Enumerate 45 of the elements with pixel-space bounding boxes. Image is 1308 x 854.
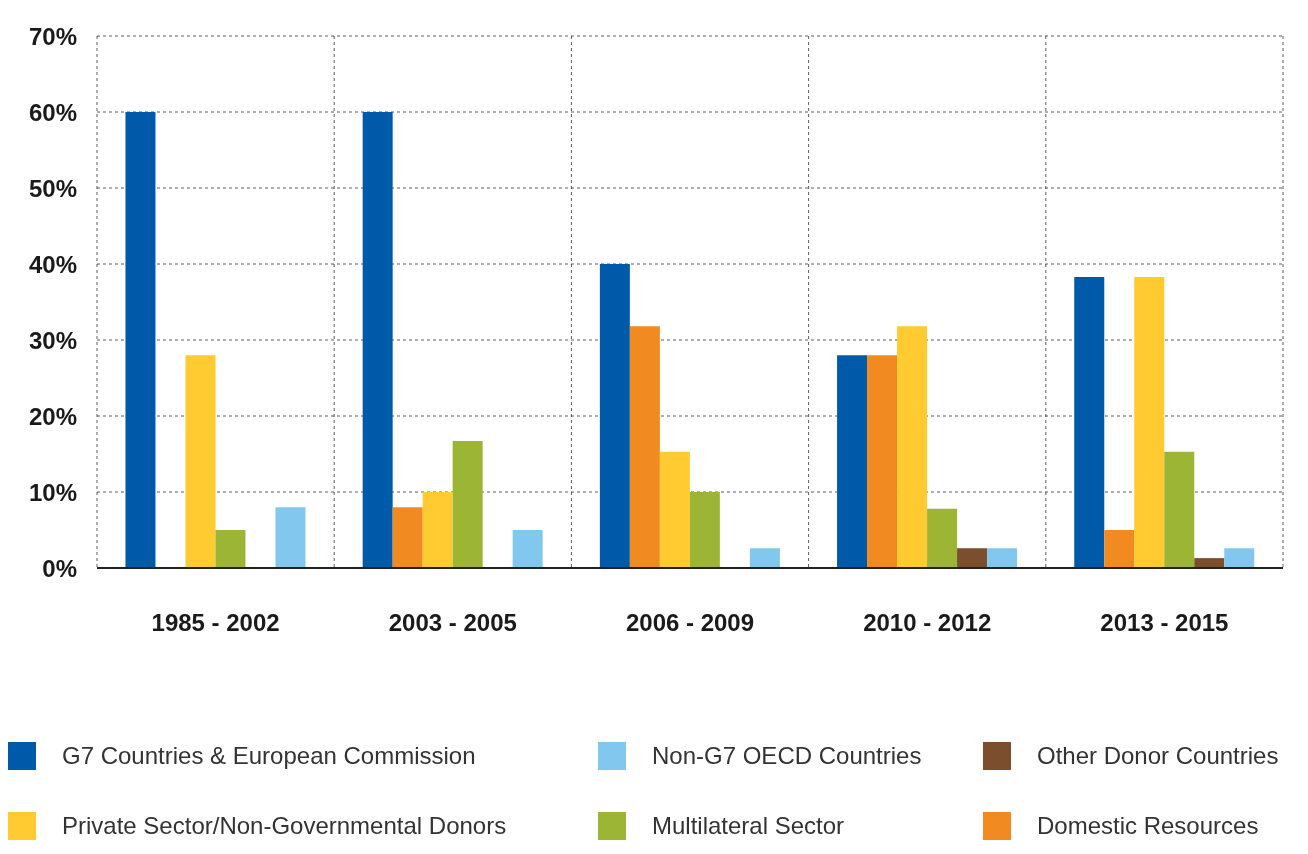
bar [987, 548, 1018, 568]
legend-label: Other Donor Countries [1037, 742, 1279, 770]
bar [1104, 530, 1135, 568]
legend-label: Private Sector/Non-Governmental Donors [62, 812, 507, 840]
legend-label: G7 Countries & European Commission [62, 742, 476, 770]
bar [1164, 451, 1195, 568]
x-tick-label: 2013 - 2015 [1100, 609, 1229, 637]
bar [215, 530, 246, 568]
y-tick-label: 0% [42, 554, 77, 582]
y-tick-label: 10% [28, 478, 77, 506]
bar [422, 492, 453, 568]
bar [837, 355, 868, 568]
legend-label: Multilateral Sector [652, 812, 845, 840]
bar [185, 355, 216, 568]
bar [689, 492, 720, 568]
legend-label: Domestic Resources [1037, 812, 1259, 840]
bar [897, 326, 928, 568]
bar [1224, 548, 1255, 568]
y-tick-label: 20% [28, 402, 77, 430]
bar [659, 451, 690, 568]
x-tick-label: 2006 - 2009 [625, 609, 755, 637]
x-tick-label: 2010 - 2012 [863, 609, 992, 637]
y-tick-label: 60% [28, 98, 77, 126]
bar [927, 508, 958, 568]
bar [957, 548, 988, 568]
bar [867, 355, 898, 568]
bar [1074, 276, 1105, 568]
bar [512, 530, 543, 568]
bar [599, 264, 630, 568]
x-tick-label: 1985 - 2002 [151, 609, 280, 637]
bar [275, 507, 306, 568]
bar [362, 112, 393, 568]
bar [125, 112, 156, 568]
bar [1194, 558, 1225, 568]
legend-label: Non-G7 OECD Countries [652, 742, 922, 770]
bar [1134, 276, 1165, 568]
bar [749, 548, 780, 568]
bar [629, 326, 660, 568]
y-tick-label: 50% [28, 174, 77, 202]
bar [392, 507, 423, 568]
y-tick-label: 70% [28, 22, 77, 50]
y-tick-label: 30% [28, 326, 77, 354]
y-tick-label: 40% [28, 250, 77, 278]
x-tick-label: 2003 - 2005 [388, 609, 517, 637]
bar [452, 441, 483, 568]
